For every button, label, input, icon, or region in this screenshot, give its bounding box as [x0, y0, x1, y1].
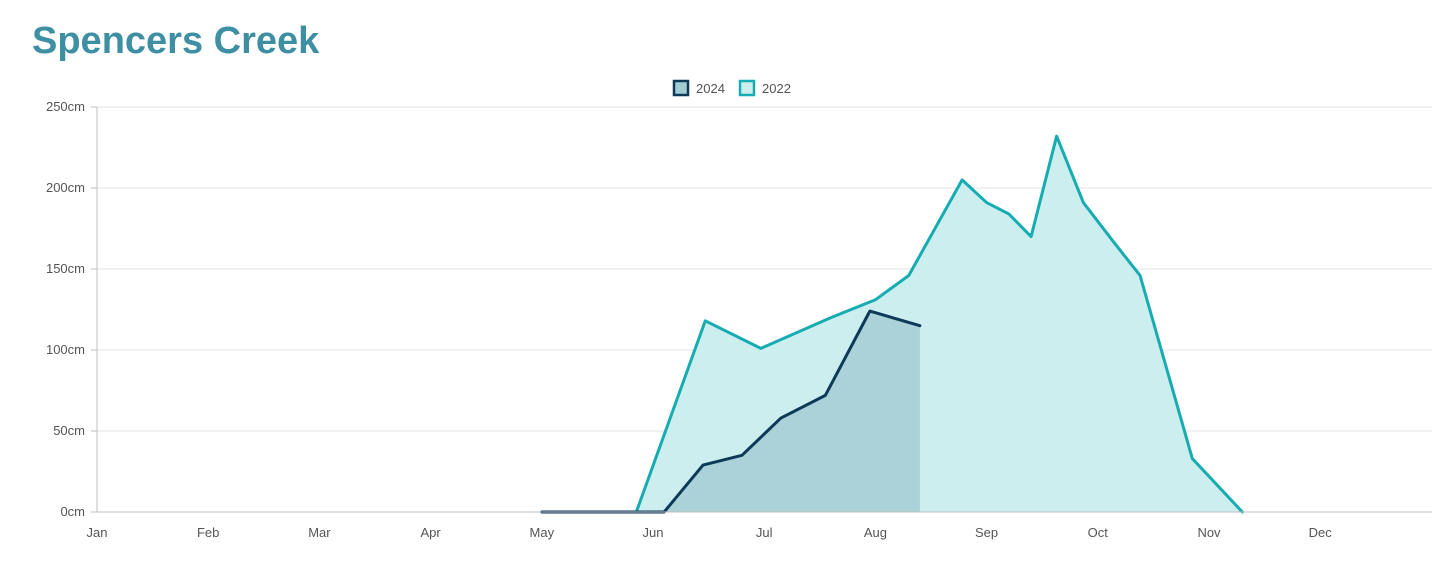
- page-title: Spencers Creek: [32, 20, 320, 62]
- y-tick-label: 200cm: [46, 180, 85, 195]
- line-2022: [634, 134, 1244, 514]
- legend-item-2024[interactable]: 2024: [672, 79, 725, 97]
- line-2024: [540, 309, 922, 514]
- x-tick-label: Nov: [1197, 525, 1221, 540]
- x-tick-label: Feb: [197, 525, 219, 540]
- y-tick-label: 0cm: [60, 504, 85, 519]
- x-tick-label: Oct: [1088, 525, 1109, 540]
- x-tick-label: Sep: [975, 525, 998, 540]
- y-tick-label: 150cm: [46, 261, 85, 276]
- y-tick-label: 50cm: [53, 423, 85, 438]
- legend-swatch: [738, 79, 756, 97]
- x-tick-label: Dec: [1309, 525, 1333, 540]
- legend-label: 2022: [762, 81, 791, 96]
- x-tick-label: Apr: [420, 525, 441, 540]
- axes: 0cm 50cm 100cm 150cm 200cm 250cm Jan Feb Mar Apr M…: [46, 99, 1432, 540]
- legend-item-2022[interactable]: 2022: [738, 79, 791, 97]
- x-tick-label: Jan: [87, 525, 108, 540]
- legend: 2024 2022: [672, 79, 791, 97]
- series-areas: [541, 136, 1243, 512]
- x-tick-label: Jul: [756, 525, 773, 540]
- legend-swatch: [672, 79, 690, 97]
- legend-label: 2024: [696, 81, 725, 96]
- x-tick-label: Mar: [308, 525, 331, 540]
- y-tick-label: 250cm: [46, 99, 85, 114]
- x-tick-label: May: [530, 525, 555, 540]
- x-tick-label: Jun: [643, 525, 664, 540]
- series-lines: [540, 134, 1244, 514]
- y-tick-label: 100cm: [46, 342, 85, 357]
- x-tick-label: Aug: [864, 525, 887, 540]
- area-2022: [636, 136, 1243, 512]
- area-2024: [541, 311, 920, 512]
